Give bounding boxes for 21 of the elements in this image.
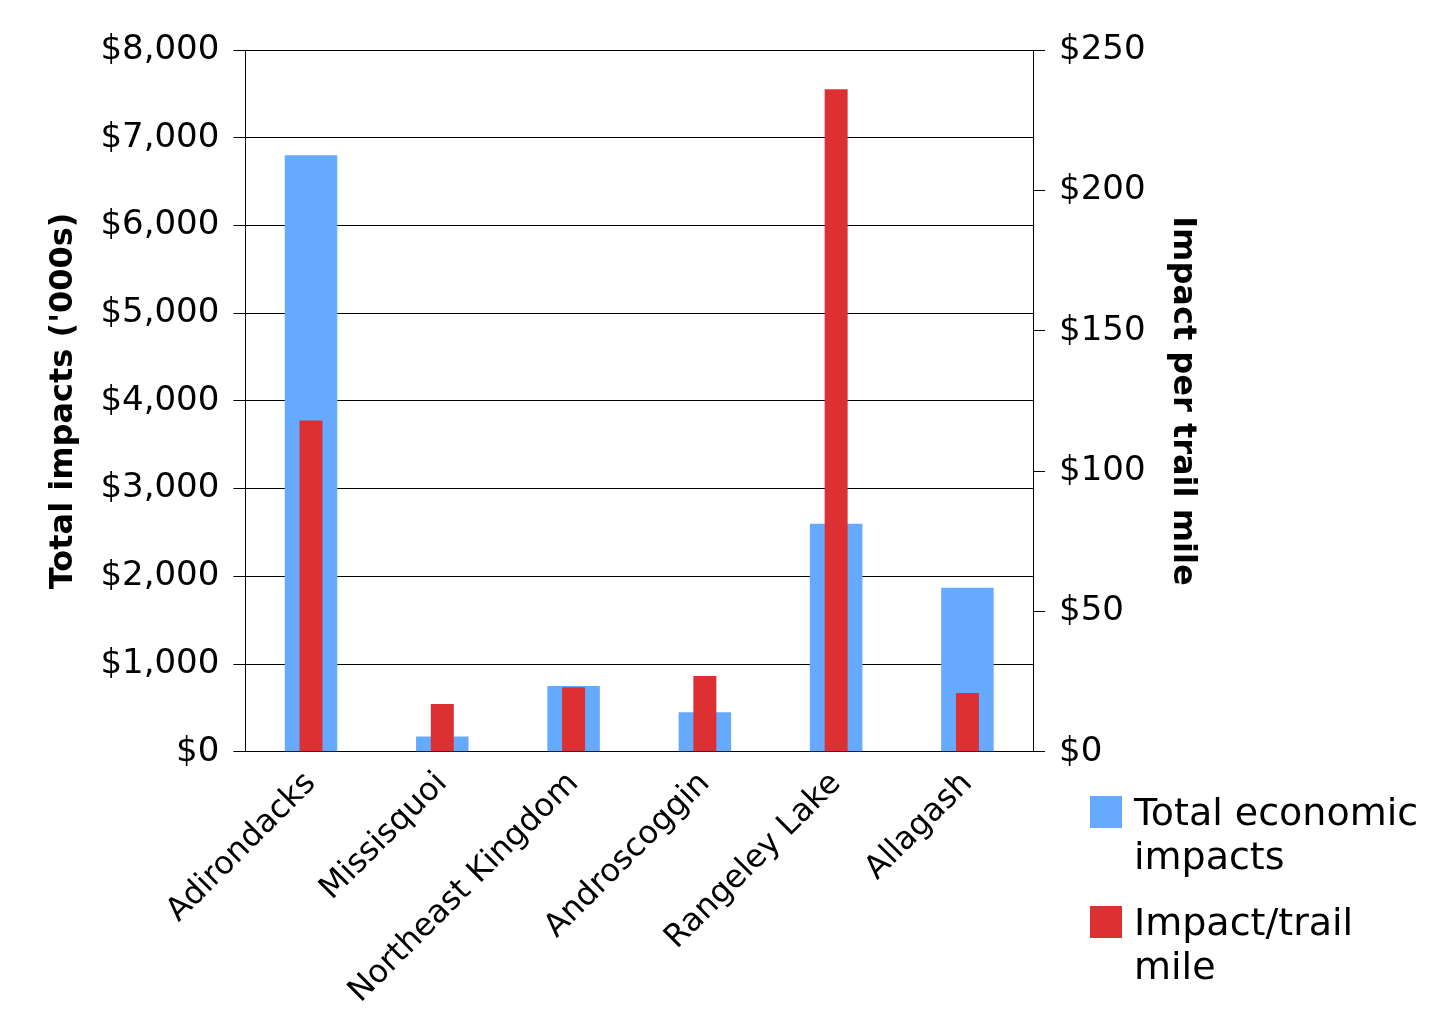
y-tick-label: $5,000 bbox=[100, 290, 220, 331]
y2-tick-label: $250 bbox=[1059, 26, 1146, 67]
y2-tick-label: $200 bbox=[1059, 167, 1146, 208]
legend-label: Total economic impacts bbox=[1134, 790, 1420, 878]
y-tick-label: $8,000 bbox=[100, 26, 220, 67]
bar bbox=[299, 420, 323, 752]
y2-tick-label: $0 bbox=[1059, 728, 1103, 769]
y-tick-label: $3,000 bbox=[100, 465, 220, 506]
y-tick-label: $7,000 bbox=[100, 114, 220, 155]
y-tick-label: $4,000 bbox=[100, 377, 220, 418]
y-axis-title: Total impacts ('000s) bbox=[41, 212, 80, 590]
y-tick-label: $0 bbox=[176, 728, 220, 769]
bar bbox=[955, 692, 979, 752]
y-tick-label: $6,000 bbox=[100, 202, 220, 243]
y-tick-label: $2,000 bbox=[100, 553, 220, 594]
y2-tick-label: $50 bbox=[1059, 588, 1124, 629]
legend-label: Impact/trail mile bbox=[1134, 900, 1355, 988]
y2-tick-label: $100 bbox=[1059, 447, 1146, 488]
y2-axis-title: Impact per trail mile bbox=[1166, 216, 1205, 586]
y2-tick-label: $150 bbox=[1059, 307, 1146, 348]
y-tick-label: $1,000 bbox=[100, 640, 220, 681]
